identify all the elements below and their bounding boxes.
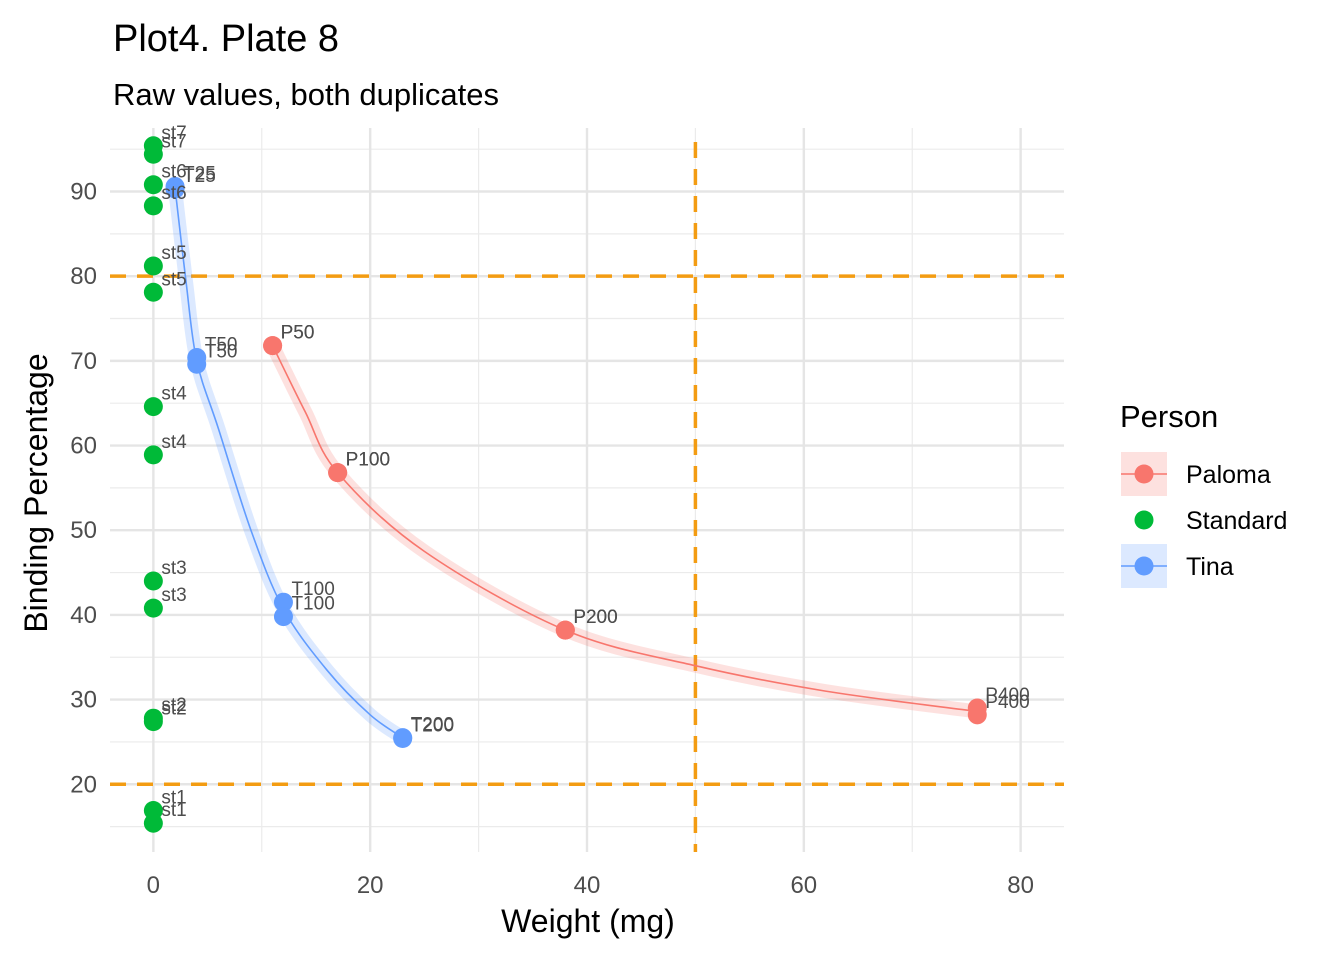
grid (110, 128, 1064, 852)
data-point-standard (143, 282, 163, 302)
fit-line-tina (174, 188, 404, 739)
data-point-standard (143, 256, 163, 276)
point-label: T200 (411, 715, 454, 736)
legend-entry-tina: Tina (1121, 544, 1234, 588)
data-point-standard (143, 598, 163, 618)
x-tick-label: 0 (147, 872, 160, 899)
point-label: P400 (985, 685, 1029, 706)
legend-key-point (1134, 556, 1154, 576)
point-label: st6 (161, 162, 186, 183)
chart-subtitle: Raw values, both duplicates (113, 77, 499, 112)
data-point-standard (143, 175, 163, 195)
y-tick-label: 60 (70, 433, 97, 460)
y-tick-label: 80 (70, 263, 97, 290)
data-point-standard (143, 397, 163, 417)
data-point-paloma (328, 463, 348, 483)
point-label: P200 (573, 607, 617, 628)
point-label: P50 (281, 323, 315, 344)
point-label: st1 (161, 788, 186, 809)
legend: Person Paloma Standard Tina (1120, 399, 1287, 588)
fit-ribbons (168, 181, 985, 745)
x-tick-label: 60 (790, 872, 817, 899)
data-point-standard (143, 813, 163, 833)
x-axis-title: Weight (mg) (501, 903, 675, 939)
point-label: st7 (161, 131, 186, 152)
point-labels: P50P50P100P100P200P200P400P400st7st7st6s… (161, 123, 1029, 821)
y-tick-label: 70 (70, 348, 97, 375)
point-label: P400 (985, 692, 1029, 713)
y-tick-label: 30 (70, 687, 97, 714)
data-point-tina (273, 592, 293, 612)
fit-lines (174, 188, 978, 739)
point-label: T100 (291, 579, 334, 600)
point-label: P100 (346, 450, 390, 471)
x-tick-label: 80 (1007, 872, 1034, 899)
point-label: T50 (205, 334, 238, 355)
fit-ribbon-paloma (265, 338, 985, 719)
data-point-paloma (967, 705, 987, 725)
data-point-paloma (263, 336, 283, 356)
legend-label: Tina (1186, 553, 1234, 581)
legend-key-point (1134, 464, 1154, 484)
point-label: T100 (291, 594, 334, 615)
point-label: P50 (281, 323, 315, 344)
legend-entry-paloma: Paloma (1121, 452, 1271, 496)
legend-label: Standard (1186, 507, 1287, 535)
point-label: st4 (161, 384, 187, 405)
point-label: T25 (183, 163, 216, 184)
point-label: T200 (411, 716, 454, 737)
data-point-standard (143, 712, 163, 732)
point-label: st5 (161, 243, 186, 264)
x-tick-label: 40 (574, 872, 601, 899)
reference-lines (110, 142, 1064, 852)
legend-entry-standard: Standard (1134, 507, 1287, 535)
data-point-tina (393, 729, 413, 749)
point-label: P200 (573, 607, 617, 628)
legend-label: Paloma (1186, 461, 1271, 489)
axis-ticks: 0 20 40 60 80 20 30 40 50 60 70 80 90 (70, 179, 1034, 899)
fit-line-paloma (271, 345, 978, 713)
data-point-standard (143, 196, 163, 216)
point-label: st6 (161, 183, 186, 204)
point-label: T25 (183, 166, 216, 187)
point-label: T50 (205, 341, 238, 362)
point-label: st2 (161, 699, 186, 720)
y-tick-label: 40 (70, 602, 97, 629)
data-point-standard (143, 144, 163, 164)
x-tick-label: 20 (357, 872, 384, 899)
y-tick-label: 90 (70, 179, 97, 206)
point-label: st4 (161, 432, 187, 453)
point-label: st7 (161, 123, 186, 144)
legend-title: Person (1120, 399, 1218, 434)
data-point-tina (165, 179, 185, 199)
data-point-standard (143, 571, 163, 591)
data-point-standard (143, 445, 163, 465)
point-label: st3 (161, 558, 186, 579)
data-point-tina (273, 607, 293, 627)
y-tick-label: 50 (70, 517, 97, 544)
y-tick-label: 20 (70, 771, 97, 798)
point-label: st2 (161, 695, 186, 716)
chart-title: Plot4. Plate 8 (113, 18, 339, 60)
point-label: st5 (161, 269, 186, 290)
point-label: P100 (346, 450, 390, 471)
legend-key-point (1134, 510, 1154, 530)
data-point-tina (187, 354, 207, 374)
y-axis-title: Binding Percentage (18, 353, 54, 632)
point-label: st1 (161, 800, 186, 821)
data-point-paloma (555, 620, 575, 640)
data-points (143, 136, 987, 833)
point-label: st3 (161, 585, 186, 606)
